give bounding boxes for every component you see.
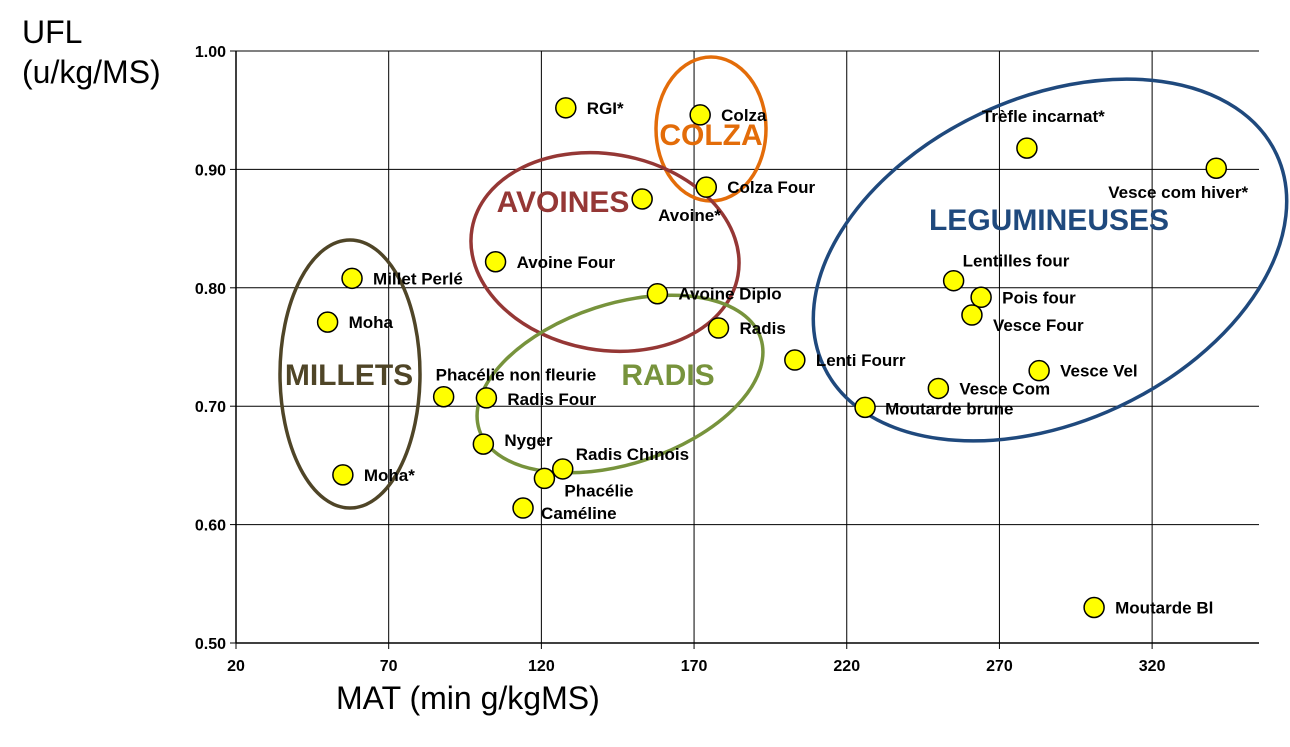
x-tick-label: 220 <box>833 658 860 675</box>
data-point <box>316 311 339 333</box>
data-point-label: RGI* <box>587 99 624 118</box>
data-point-label: Vesce Com <box>959 379 1050 398</box>
data-point-label: Moutarde brune <box>885 399 1013 418</box>
data-point <box>927 377 950 400</box>
y-axis-title-line1: UFL <box>22 14 83 50</box>
data-point-label: Lenti Fourr <box>816 351 906 370</box>
data-point-label: Nyger <box>504 431 553 450</box>
group-ellipse <box>469 150 741 354</box>
data-point <box>631 188 653 210</box>
data-point <box>332 464 354 486</box>
data-point <box>854 396 876 419</box>
y-tick-label: 0.80 <box>195 281 226 298</box>
data-point <box>1083 596 1105 619</box>
data-point <box>695 176 718 198</box>
data-point <box>1016 137 1038 159</box>
data-point-label: Avoine* <box>658 206 721 225</box>
x-tick-label: 70 <box>380 658 398 675</box>
data-point-label: Caméline <box>541 504 617 523</box>
data-point <box>1028 359 1050 382</box>
data-point-label: Avoine Four <box>517 253 616 272</box>
data-point-label: Phacélie non fleurie <box>436 366 597 385</box>
x-tick-label: 320 <box>1139 658 1166 675</box>
data-point <box>784 349 806 371</box>
group-label: AVOINES <box>497 186 630 219</box>
data-point <box>970 286 992 309</box>
data-point <box>707 317 730 339</box>
data-point-label: Radis Chinois <box>576 445 689 464</box>
data-point-label: Moutarde Bl <box>1115 598 1213 617</box>
data-point-label: Millet Perlé <box>373 269 463 288</box>
data-point <box>942 269 965 292</box>
x-tick-label: 120 <box>528 658 555 675</box>
data-point-label: Vesce com hiver* <box>1108 183 1248 202</box>
data-point <box>432 385 455 408</box>
data-point-label: Radis Four <box>507 390 596 409</box>
group-label: MILLETS <box>285 359 413 392</box>
data-point <box>551 458 574 480</box>
group-label: RADIS <box>621 359 714 392</box>
data-point-label: Moha <box>349 313 394 332</box>
y-tick-label: 0.70 <box>195 399 226 416</box>
data-point <box>1205 157 1227 179</box>
data-point-label: Moha* <box>364 466 415 485</box>
y-tick-label: 0.60 <box>195 518 226 535</box>
data-point <box>475 387 498 409</box>
data-point-label: Colza Four <box>727 178 815 197</box>
y-tick-label: 0.50 <box>195 636 226 653</box>
y-tick-label: 1.00 <box>195 44 226 61</box>
data-point-label: Phacélie <box>564 481 633 500</box>
data-point-label: Pois four <box>1002 288 1076 307</box>
data-point-label: Radis <box>739 319 785 338</box>
x-tick-label: 270 <box>986 658 1013 675</box>
x-tick-label: 20 <box>227 658 245 675</box>
data-point <box>341 267 363 290</box>
data-point <box>646 282 669 305</box>
group-label: LEGUMINEUSES <box>929 204 1169 237</box>
y-tick-label: 0.90 <box>195 162 226 179</box>
data-point <box>689 104 711 126</box>
group-ellipse <box>811 77 1289 443</box>
data-point <box>533 467 556 490</box>
data-point-label: Colza <box>721 106 767 125</box>
data-point-label: Vesce Vel <box>1060 362 1138 381</box>
data-point-label: Avoine Diplo <box>678 285 781 304</box>
x-tick-label: 170 <box>681 658 708 675</box>
y-axis-title-line2: (u/kg/MS) <box>22 54 161 90</box>
data-point <box>555 97 577 119</box>
group-label: COLZA <box>659 119 762 152</box>
data-point <box>472 433 495 455</box>
group-ellipse <box>278 238 422 510</box>
y-axis-title: UFL (u/kg/MS) <box>22 12 161 92</box>
data-point <box>961 304 983 326</box>
data-point <box>512 497 534 519</box>
data-point <box>484 251 507 273</box>
data-point-label: Vesce Four <box>993 316 1084 335</box>
x-axis-title: MAT (min g/kgMS) <box>336 680 600 716</box>
data-point-label: Lentilles four <box>963 252 1070 271</box>
group-ellipse <box>475 293 765 475</box>
data-point-label: Trèfle incarnat* <box>982 107 1105 126</box>
